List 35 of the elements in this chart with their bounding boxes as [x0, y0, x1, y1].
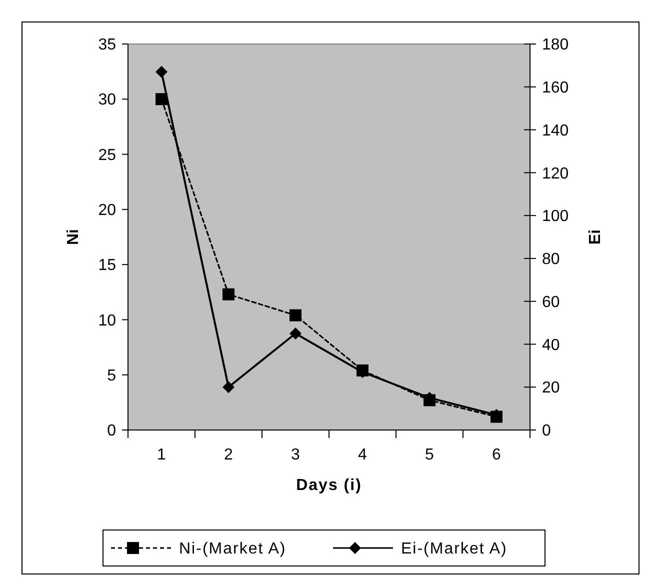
y2-tick-label: 140	[542, 122, 569, 140]
x-tick-label: 1	[157, 446, 166, 464]
point	[222, 381, 234, 394]
y2-tick-label: 120	[542, 165, 569, 182]
y-tick-label: 20	[98, 202, 116, 220]
y-tick-label: 25	[98, 146, 116, 164]
point	[156, 66, 168, 78]
legend-label: Ni-(Market A)	[179, 540, 286, 558]
y2-axis-title: Ei	[587, 229, 604, 245]
y-tick-label: 0	[107, 422, 116, 440]
y-tick-label: 30	[98, 92, 116, 109]
y2-tick-label: 180	[542, 36, 569, 54]
x-tick-label: 3	[291, 446, 300, 464]
y2-tick-label: 40	[542, 336, 560, 354]
point	[290, 309, 302, 322]
y2-tick-label: 60	[542, 294, 560, 311]
y-tick-label: 35	[98, 36, 116, 54]
y2-tick-label: 20	[542, 380, 560, 397]
point	[156, 93, 168, 106]
x-tick-label: 5	[425, 446, 434, 464]
y-tick-label: 10	[98, 312, 116, 330]
x-tick-label: 6	[492, 446, 502, 464]
y2-tick-label: 100	[542, 208, 569, 226]
y2-tick-label: 80	[542, 251, 560, 268]
y-tick-label: 15	[98, 257, 116, 274]
point	[222, 288, 234, 300]
x-tick-label: 4	[358, 446, 368, 464]
x-axis-title: Days (i)	[296, 477, 362, 494]
point	[290, 328, 302, 340]
legend-label: Ei-(Market A)	[401, 540, 508, 558]
y-axis-title: Ni	[65, 229, 82, 245]
y2-tick-label: 0	[542, 422, 551, 440]
x-tick-label: 2	[224, 446, 234, 464]
y2-tick-label: 160	[542, 79, 569, 96]
y-tick-label: 5	[107, 367, 116, 384]
